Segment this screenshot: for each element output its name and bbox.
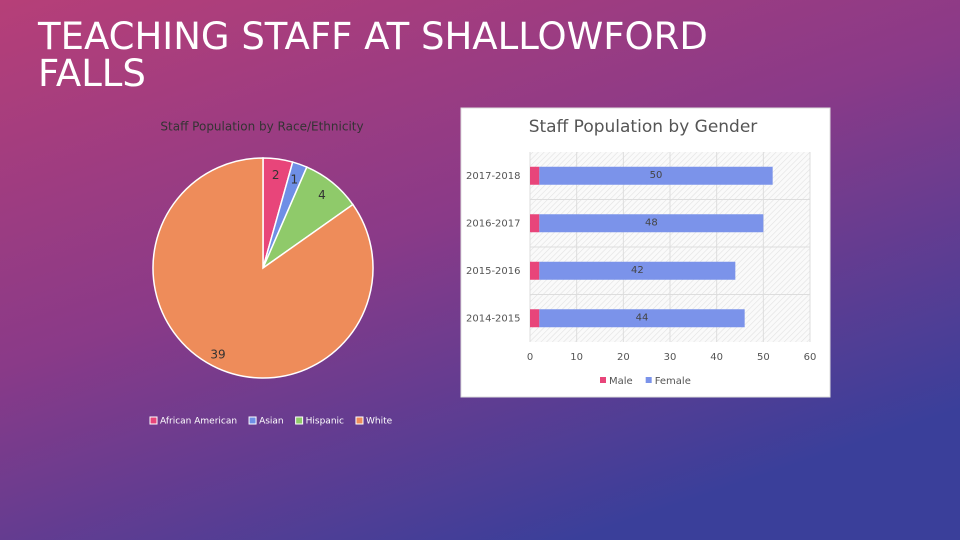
- legend-swatch: [149, 416, 158, 425]
- data-label: 48: [645, 217, 658, 228]
- legend-label: Female: [655, 376, 691, 387]
- x-tick-label: 30: [664, 352, 677, 363]
- legend-label: Hispanic: [306, 417, 344, 427]
- chart-title: Staff Population by Gender: [529, 117, 758, 137]
- y-tick-label: 2016-2017: [466, 218, 521, 229]
- data-label: 4: [318, 188, 326, 202]
- legend-label: Asian: [259, 417, 284, 427]
- legend-label: African American: [160, 417, 237, 427]
- y-tick-label: 2014-2015: [466, 313, 521, 324]
- bar: [530, 214, 540, 233]
- data-label: 42: [631, 265, 644, 276]
- bar: [539, 166, 773, 185]
- legend-label: Male: [609, 376, 633, 387]
- chart-title: Staff Population by Race/Ethnicity: [160, 120, 363, 134]
- legend-swatch: [600, 377, 606, 383]
- bar: [530, 261, 540, 280]
- legend-swatch: [295, 416, 304, 425]
- bar: [530, 309, 540, 328]
- legend-swatch: [248, 416, 257, 425]
- data-label: 39: [210, 347, 225, 361]
- y-tick-label: 2015-2016: [466, 266, 521, 277]
- x-tick-label: 60: [804, 352, 817, 363]
- data-label: 50: [650, 170, 663, 181]
- slide-title: TEACHING STAFF AT SHALLOWFORD FALLS: [37, 15, 708, 95]
- x-tick-label: 40: [710, 352, 723, 363]
- data-label: 1: [290, 172, 298, 186]
- bar: [539, 261, 736, 280]
- legend-swatch: [645, 377, 652, 383]
- bar: [539, 309, 745, 328]
- legend-swatch: [355, 416, 364, 425]
- legend-label: White: [366, 417, 393, 427]
- data-label: 2: [272, 168, 280, 182]
- data-label: 44: [636, 312, 649, 323]
- x-tick-label: 20: [617, 352, 630, 363]
- bar: [530, 166, 540, 185]
- y-tick-label: 2017-2018: [466, 171, 521, 182]
- x-tick-label: 0: [527, 352, 533, 363]
- x-tick-label: 50: [757, 352, 770, 363]
- pie-slice: [152, 157, 374, 379]
- bar: [539, 214, 764, 233]
- x-tick-label: 10: [570, 352, 583, 363]
